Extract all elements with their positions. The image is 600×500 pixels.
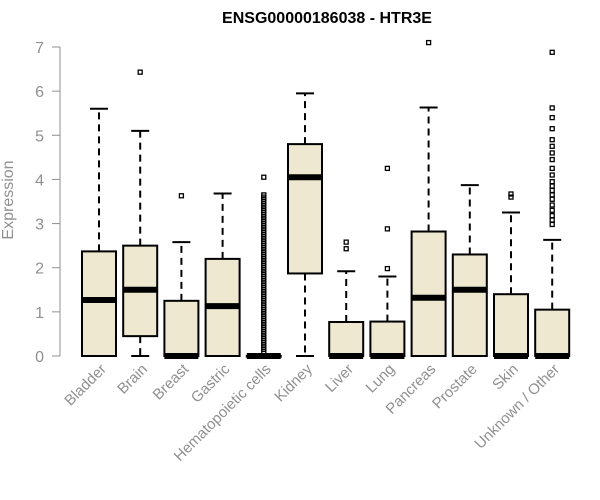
box-9 bbox=[410, 39, 447, 357]
box-body bbox=[451, 253, 488, 358]
box-body bbox=[369, 320, 406, 357]
box-5 bbox=[245, 174, 282, 359]
outlier-point bbox=[343, 239, 349, 245]
outlier-point bbox=[549, 212, 555, 219]
box-body bbox=[328, 321, 365, 358]
box-body bbox=[534, 308, 571, 357]
outlier-point bbox=[425, 39, 432, 46]
box-body bbox=[163, 299, 200, 358]
box-12 bbox=[534, 49, 571, 359]
y-tick-label: 6 bbox=[35, 84, 44, 101]
outlier-point bbox=[549, 178, 555, 185]
box-6 bbox=[287, 92, 323, 357]
outlier-point bbox=[549, 126, 555, 132]
box-11 bbox=[493, 191, 529, 359]
y-axis-label: Expression bbox=[0, 160, 17, 239]
x-tick-label: Breast bbox=[150, 360, 193, 403]
outlier-point bbox=[549, 150, 555, 156]
y-axis: 0 1 2 3 4 5 6 7 bbox=[35, 40, 61, 366]
y-tick-label: 1 bbox=[35, 305, 44, 322]
y-tick-label: 2 bbox=[35, 261, 44, 278]
outlier-point bbox=[384, 226, 391, 232]
outlier-point bbox=[549, 105, 555, 111]
box-body bbox=[287, 143, 323, 275]
outlier-point bbox=[549, 49, 555, 55]
outlier-point bbox=[549, 221, 555, 228]
box-1 bbox=[81, 107, 117, 357]
x-tick-label: Skin bbox=[489, 361, 522, 394]
box-10 bbox=[451, 184, 488, 358]
outlier-point bbox=[384, 265, 391, 272]
y-tick-label: 4 bbox=[35, 172, 44, 189]
outlier-point bbox=[549, 196, 555, 202]
y-tick-label: 7 bbox=[35, 40, 44, 57]
outlier-point bbox=[549, 165, 555, 172]
outlier-point bbox=[508, 191, 514, 197]
outlier-point bbox=[178, 193, 185, 199]
outlier-point bbox=[343, 246, 349, 252]
outlier-point bbox=[549, 192, 555, 198]
box-3 bbox=[163, 193, 200, 359]
x-tick-label: Brain bbox=[114, 361, 151, 398]
x-tick-label: Kidney bbox=[271, 360, 316, 405]
outlier-point bbox=[508, 194, 514, 200]
outlier-point bbox=[549, 172, 555, 178]
outlier-point bbox=[549, 137, 555, 143]
box-body bbox=[81, 250, 117, 357]
box-body bbox=[410, 230, 447, 357]
outlier-point bbox=[137, 69, 143, 75]
x-tick-label: Liver bbox=[322, 361, 357, 396]
box-8 bbox=[369, 165, 406, 359]
chart-title: ENSG00000186038 - HTR3E bbox=[222, 10, 432, 27]
x-tick-label: Prostate bbox=[429, 361, 481, 413]
y-tick-label: 5 bbox=[35, 128, 44, 145]
outlier-point bbox=[549, 187, 555, 194]
outlier-point bbox=[549, 207, 555, 213]
outlier-point bbox=[549, 202, 555, 208]
box-4 bbox=[204, 192, 241, 357]
box-body bbox=[493, 293, 529, 358]
outlier-point bbox=[549, 143, 555, 149]
y-tick-label: 3 bbox=[35, 217, 44, 234]
box-2 bbox=[122, 69, 159, 357]
outlier-point bbox=[384, 165, 391, 172]
y-tick-label: 0 bbox=[35, 349, 44, 366]
plot-area bbox=[81, 39, 571, 359]
outlier-point bbox=[549, 183, 555, 189]
outlier-point bbox=[261, 192, 267, 198]
outlier-point bbox=[549, 114, 555, 121]
box-7 bbox=[328, 239, 365, 359]
outlier-point bbox=[549, 156, 555, 163]
outlier-point bbox=[549, 217, 555, 223]
outlier-point bbox=[261, 174, 267, 180]
x-tick-label: Lung bbox=[363, 361, 399, 397]
x-tick-label: Bladder bbox=[61, 361, 110, 410]
